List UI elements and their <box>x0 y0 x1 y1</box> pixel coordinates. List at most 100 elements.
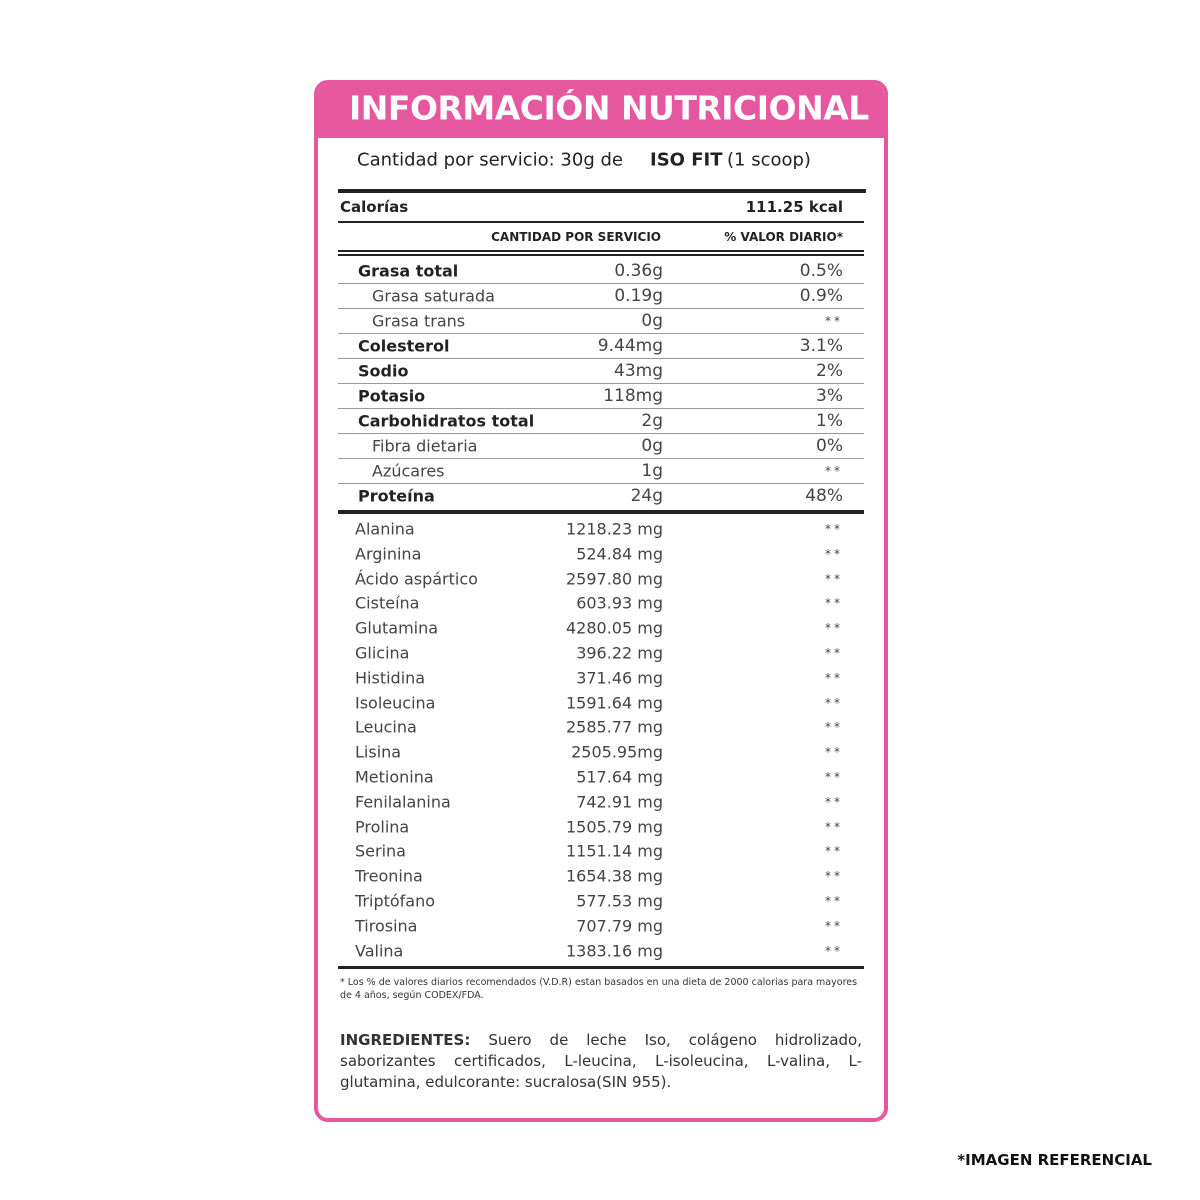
amino-dv: ** <box>825 621 843 636</box>
serving-product: ISO FIT <box>650 149 723 171</box>
nutrient-dv: 0.9% <box>799 286 843 306</box>
ingredients-label: INGREDIENTES: <box>340 1031 471 1049</box>
rule <box>338 458 864 459</box>
label-card <box>314 80 888 1122</box>
rule <box>338 250 864 252</box>
amino-dv: ** <box>825 794 843 809</box>
calories-label: Calorías <box>340 198 409 216</box>
amino-amount: 524.84 mg <box>576 544 663 564</box>
footnote: * Los % de valores diarios recomendados … <box>340 977 858 1001</box>
amino-name: Alanina <box>355 519 415 539</box>
amino-dv: ** <box>825 819 843 834</box>
amino-name: Fenilalanina <box>355 792 451 812</box>
serving-suffix: (1 scoop) <box>727 149 811 171</box>
title: INFORMACIÓN NUTRICIONAL <box>349 88 869 128</box>
rule <box>338 333 864 334</box>
rule <box>338 383 864 384</box>
amino-dv: ** <box>825 869 843 884</box>
rule <box>338 510 864 514</box>
amino-dv: ** <box>825 943 843 958</box>
amino-name: Triptófano <box>355 891 436 911</box>
rule <box>338 358 864 359</box>
header-band <box>318 84 884 138</box>
nutrient-dv: ** <box>825 314 843 328</box>
nutrient-name: Grasa total <box>358 261 459 281</box>
nutrient-dv: 3% <box>816 386 843 406</box>
amino-amount: 1505.79 mg <box>566 817 663 837</box>
disclaimer: *IMAGEN REFERENCIAL <box>957 1151 1152 1169</box>
amino-amount: 4280.05 mg <box>566 618 663 638</box>
ingredients-text: Suero de leche Iso, colágeno hidrolizado… <box>340 1031 862 1091</box>
nutrient-dv: 48% <box>805 486 843 506</box>
rule <box>338 254 864 256</box>
nutrient-dv: 3.1% <box>799 336 843 356</box>
amino-name: Ácido aspártico <box>355 569 478 589</box>
rule <box>338 966 864 969</box>
amino-dv: ** <box>825 894 843 908</box>
nutrient-dv: 0.5% <box>799 261 843 281</box>
amino-amount: 577.53 mg <box>576 891 663 911</box>
amino-dv: ** <box>825 646 843 660</box>
nutrient-dv: 1% <box>816 411 843 431</box>
nutrient-amount: 24g <box>630 486 663 506</box>
rule <box>338 189 866 193</box>
rule <box>338 283 864 284</box>
nutrient-amount: 0g <box>641 436 663 456</box>
nutrient-dv: 0% <box>816 436 843 456</box>
amino-amount: 517.64 mg <box>576 767 663 787</box>
amino-dv: ** <box>825 720 843 735</box>
amino-amount: 2505.95mg <box>571 742 663 762</box>
rule <box>338 433 864 434</box>
nutrient-amount: 43mg <box>614 361 663 381</box>
amino-name: Histidina <box>355 668 426 688</box>
amino-name: Tirosina <box>355 916 418 936</box>
nutrient-name: Potasio <box>358 386 426 406</box>
amino-name: Leucina <box>355 717 417 737</box>
nutrient-name: Azúcares <box>372 461 445 481</box>
amino-dv: ** <box>825 670 843 685</box>
nutrient-name: Grasa saturada <box>372 286 495 306</box>
amino-name: Treonina <box>355 866 423 886</box>
amino-dv: ** <box>825 596 843 611</box>
amino-name: Glicina <box>355 643 410 663</box>
amino-amount: 742.91 mg <box>576 792 663 812</box>
nutrient-amount: 118mg <box>603 386 663 406</box>
amino-name: Valina <box>355 941 404 961</box>
nutrient-amount: 9.44mg <box>597 336 663 356</box>
amino-amount: 1654.38 mg <box>566 866 663 886</box>
serving-prefix: Cantidad por servicio: 30g de <box>357 149 623 171</box>
amino-name: Lisina <box>355 742 402 762</box>
nutrient-name: Proteína <box>358 486 435 506</box>
rule <box>338 483 864 484</box>
amino-name: Metionina <box>355 767 434 787</box>
amino-dv: ** <box>825 522 843 536</box>
amino-amount: 1383.16 mg <box>566 941 663 961</box>
amino-dv: ** <box>825 770 843 784</box>
nutrient-amount: 0.19g <box>614 286 663 306</box>
column-header: % VALOR DIARIO* <box>724 230 843 244</box>
amino-dv: ** <box>825 918 843 933</box>
nutrient-amount: 2g <box>641 411 663 431</box>
nutrient-dv: ** <box>825 464 843 478</box>
ingredients: INGREDIENTES: Suero de leche Iso, coláge… <box>340 1030 862 1093</box>
amino-name: Serina <box>355 841 406 861</box>
amino-amount: 1591.64 mg <box>566 693 663 713</box>
amino-amount: 2597.80 mg <box>566 569 663 589</box>
amino-name: Glutamina <box>355 618 439 638</box>
nutrient-dv: 2% <box>816 361 843 381</box>
amino-dv: ** <box>825 745 843 760</box>
nutrient-name: Sodio <box>358 361 409 381</box>
nutrient-name: Carbohidratos total <box>358 411 535 431</box>
amino-amount: 707.79 mg <box>576 916 663 936</box>
calories-value: 111.25 kcal <box>745 198 843 216</box>
amino-amount: 2585.77 mg <box>566 717 663 737</box>
amino-amount: 1218.23 mg <box>566 519 663 539</box>
nutrient-amount: 0.36g <box>614 261 663 281</box>
amino-dv: ** <box>825 695 843 710</box>
rule <box>338 308 864 309</box>
nutrient-amount: 0g <box>641 311 663 331</box>
amino-dv: ** <box>825 571 843 586</box>
nutrient-name: Grasa trans <box>372 311 466 331</box>
amino-name: Cisteína <box>355 593 420 613</box>
